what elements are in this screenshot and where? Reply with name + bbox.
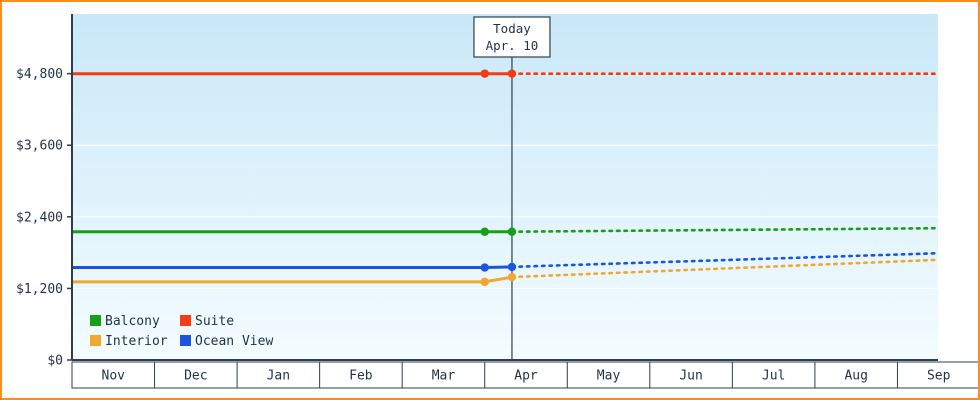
series-line-ocean-view (72, 265, 513, 269)
today-label-box (473, 16, 551, 58)
y-tick-label: $0 (47, 354, 63, 369)
series-marker-suite (480, 69, 489, 78)
series-marker-ocean-view (507, 262, 517, 272)
month-label: Mar (432, 369, 456, 384)
month-label: Aug (844, 369, 867, 384)
month-label: Apr (514, 369, 538, 384)
legend-label-suite: Suite (195, 314, 234, 329)
today-label: Today (493, 21, 531, 36)
y-tick-label: $4,800 (16, 67, 63, 82)
y-tick-label: $1,200 (16, 282, 63, 297)
series-marker-balcony (480, 227, 489, 236)
legend-swatch-balcony (90, 315, 101, 326)
series-marker-interior (507, 272, 517, 282)
series-marker-suite (507, 69, 517, 78)
month-label: Feb (349, 369, 373, 384)
today-date: Apr. 10 (486, 38, 539, 53)
series-marker-interior (480, 277, 489, 287)
month-label: Jul (762, 369, 785, 384)
series-marker-ocean-view (480, 263, 489, 272)
series-forecast-ocean-view (510, 251, 940, 269)
month-label: Jun (679, 369, 702, 384)
legend-label-balcony: Balcony (105, 314, 160, 329)
legend-swatch-interior (90, 335, 101, 346)
y-tick-label: $3,600 (16, 139, 63, 154)
legend-label-interior: Interior (105, 334, 168, 349)
legend-swatch-suite (180, 315, 191, 326)
month-label: Nov (102, 369, 126, 384)
series-forecast-balcony (510, 226, 940, 233)
legend-label-ocean-view: Ocean View (195, 334, 273, 349)
month-strip (71, 361, 978, 389)
series-forecast-interior (510, 258, 940, 279)
month-label: Sep (927, 369, 951, 384)
y-tick-label: $2,400 (16, 210, 63, 225)
month-label: May (597, 369, 621, 384)
month-label: Dec (184, 369, 207, 384)
plot-background (72, 14, 938, 360)
month-label: Jan (267, 369, 290, 384)
series-marker-balcony (507, 227, 517, 236)
legend-swatch-ocean-view (180, 335, 191, 346)
